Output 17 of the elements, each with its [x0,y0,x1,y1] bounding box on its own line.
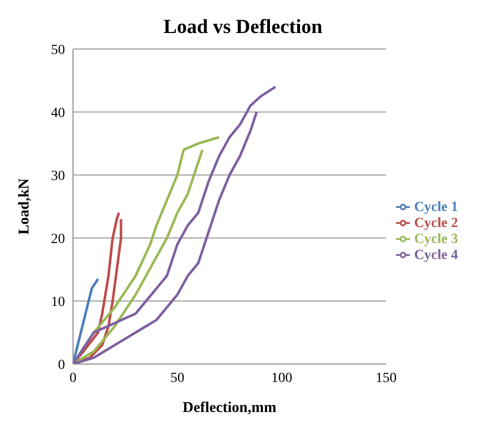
x-tick-label: 0 [70,370,76,386]
legend-label: Cycle 4 [414,248,458,262]
y-tick-label: 10 [51,294,65,310]
y-tick-label: 40 [51,106,65,121]
y-tick-label: 30 [51,168,65,184]
y-tick-label: 0 [58,358,65,373]
x-tick-label: 50 [170,370,184,386]
y-tick-label: 50 [51,42,65,58]
x-axis-title: Deflection,mm [182,400,277,416]
chart-title: Load vs Deflection [162,15,324,39]
x-tick-label: 100 [271,370,292,386]
legend-label: Cycle 3 [414,232,458,246]
y-axis-title: Load,kN [16,178,32,235]
legend-label: Cycle 1 [414,200,458,214]
y-tick-label: 20 [51,232,65,247]
legend-label: Cycle 2 [414,216,458,230]
x-tick-label: 150 [376,370,397,386]
